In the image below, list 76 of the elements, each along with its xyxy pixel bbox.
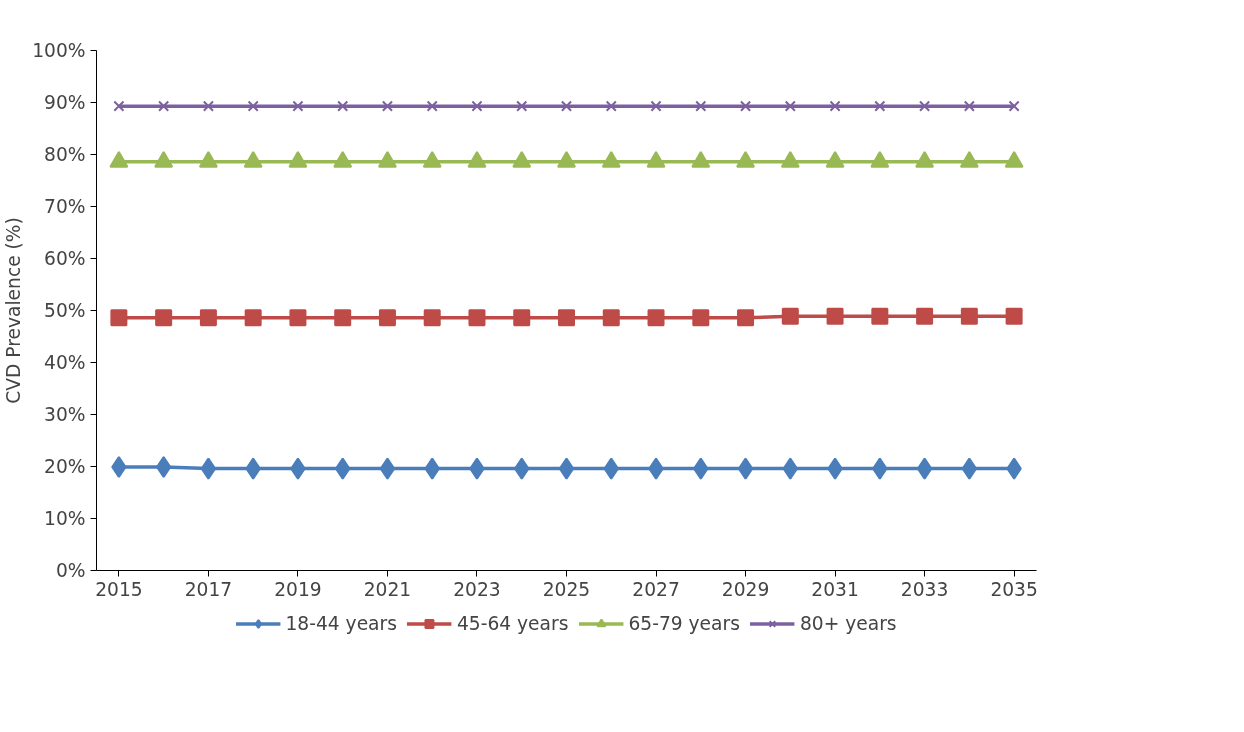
x-tick-label: 2015 bbox=[95, 578, 143, 600]
point bbox=[695, 100, 707, 112]
point bbox=[155, 456, 172, 479]
x-tick-label: 2029 bbox=[721, 578, 770, 600]
point bbox=[739, 100, 752, 112]
point bbox=[158, 100, 170, 112]
point bbox=[737, 309, 755, 327]
point bbox=[692, 309, 710, 327]
point bbox=[381, 100, 394, 112]
point bbox=[1005, 307, 1023, 325]
y-tick-label: 70% bbox=[44, 196, 86, 217]
legend-label: 18-44 years bbox=[285, 612, 397, 634]
point bbox=[378, 309, 396, 327]
point bbox=[916, 457, 933, 480]
point bbox=[558, 309, 575, 327]
x-tick-label: 2025 bbox=[542, 578, 591, 600]
y-tick-label: 90% bbox=[44, 92, 86, 113]
y-tick-label: 50% bbox=[44, 300, 86, 321]
legend-label: 65-79 years bbox=[628, 612, 740, 634]
point bbox=[199, 309, 217, 327]
point bbox=[871, 307, 889, 325]
y-tick-label: 30% bbox=[44, 404, 86, 425]
point bbox=[916, 307, 934, 325]
point bbox=[602, 309, 620, 327]
point bbox=[1008, 100, 1020, 112]
point bbox=[471, 100, 483, 112]
y-axis-title: CVD Prevalence (%) bbox=[3, 217, 25, 404]
x-tick-label: 2019 bbox=[274, 578, 322, 600]
point bbox=[781, 307, 799, 325]
point bbox=[244, 309, 262, 327]
point bbox=[334, 309, 352, 327]
point bbox=[826, 307, 844, 325]
point bbox=[829, 100, 841, 112]
point bbox=[289, 309, 307, 327]
point bbox=[110, 309, 128, 327]
point bbox=[292, 100, 304, 112]
point bbox=[113, 100, 125, 112]
y-tick-label: 20% bbox=[44, 456, 86, 477]
point bbox=[650, 100, 662, 112]
point bbox=[202, 100, 214, 112]
point bbox=[155, 309, 173, 327]
point bbox=[558, 457, 575, 480]
point bbox=[426, 100, 438, 112]
y-tick-label: 60% bbox=[44, 248, 86, 269]
point bbox=[960, 307, 978, 325]
legend-label: 45-64 years bbox=[456, 612, 569, 634]
point bbox=[737, 457, 754, 480]
x-tick-label: 2021 bbox=[363, 578, 412, 600]
point bbox=[605, 100, 617, 112]
point bbox=[919, 100, 931, 112]
x-tick-label: 2017 bbox=[184, 578, 233, 600]
point bbox=[784, 100, 796, 112]
point bbox=[423, 309, 441, 327]
point bbox=[516, 100, 528, 112]
point bbox=[560, 100, 573, 112]
point bbox=[337, 100, 349, 112]
x-tick-label: 2033 bbox=[900, 578, 949, 600]
point bbox=[513, 309, 531, 327]
x-tick-label: 2031 bbox=[811, 578, 859, 600]
point bbox=[247, 100, 259, 112]
point bbox=[874, 100, 886, 112]
y-tick-label: 40% bbox=[44, 352, 86, 373]
x-tick-label: 2027 bbox=[632, 578, 680, 600]
point bbox=[961, 457, 978, 480]
x-tick-label: 2023 bbox=[453, 578, 501, 600]
y-tick-label: 0% bbox=[55, 560, 86, 581]
point bbox=[468, 309, 486, 327]
point bbox=[647, 309, 665, 327]
x-tick-label: 2035 bbox=[990, 578, 1038, 600]
y-tick-label: 100% bbox=[32, 40, 86, 61]
point bbox=[963, 100, 975, 112]
y-tick-label: 10% bbox=[44, 508, 86, 529]
y-tick-label: 80% bbox=[44, 144, 86, 165]
legend-label: 80+ years bbox=[799, 612, 897, 634]
point bbox=[379, 457, 396, 480]
point bbox=[200, 457, 217, 480]
